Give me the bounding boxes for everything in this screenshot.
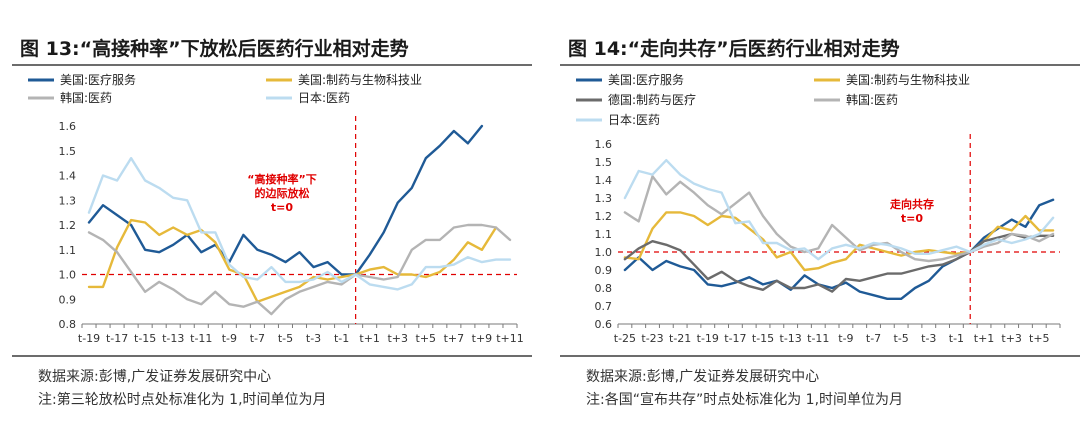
x-tick-label: t-13 [162, 332, 184, 345]
x-tick-label: t-1 [334, 332, 349, 345]
x-tick-label: t-1 [949, 332, 964, 345]
y-tick-label: 1.2 [595, 210, 613, 223]
x-tick-label: t-17 [106, 332, 128, 345]
y-tick-label: 1.1 [59, 244, 77, 257]
y-tick-label: 1.0 [59, 269, 77, 282]
y-tick-label: 1.2 [59, 219, 77, 232]
x-tick-label: t+3 [387, 332, 408, 345]
y-tick-label: 1.6 [595, 138, 613, 151]
series-line [87, 223, 512, 316]
event-annotation: t=0 [271, 201, 293, 214]
footer-rule [560, 355, 1080, 357]
legend-label: 美国:制药与生物科技业 [298, 73, 422, 87]
line-chart: 0.6 0.7 0.8 0.9 1.0 1.1 1.2 1.3 1.4 1.5 1.6 t-25 t-2… [576, 72, 1061, 345]
chart-note: 注:各国“宣布共存”时点处标准化为 1,时间单位为月 [586, 392, 904, 408]
event-annotation: t=0 [901, 212, 923, 225]
y-tick-label: 1.3 [59, 194, 77, 207]
legend-label: 德国:制药与医疗 [608, 92, 696, 107]
x-tick-label: t-7 [866, 332, 881, 345]
x-tick-label: t-7 [250, 332, 265, 345]
x-tick-label: t-9 [838, 332, 853, 345]
x-tick-label: t-17 [724, 332, 746, 345]
legend-label: 美国:制药与生物科技业 [846, 73, 970, 87]
legend-label: 日本:医药 [608, 113, 660, 127]
y-tick-label: 0.8 [59, 318, 77, 331]
data-source: 数据来源:彭博,广发证券发展研究中心 [38, 369, 272, 385]
x-tick-label: t+7 [444, 332, 465, 345]
x-tick-label: t-19 [697, 332, 719, 345]
y-tick-label: 1.0 [595, 246, 613, 259]
chart-note: 注:第三轮放松时点处标准化为 1,时间单位为月 [38, 392, 327, 408]
event-annotation: 走向共存 [889, 197, 934, 211]
y-tick-label: 1.5 [595, 156, 613, 169]
line-chart: 0.8 0.9 1.0 1.1 1.2 1.3 1.4 1.5 1.6 t-19 t-17 t-15 t… [28, 72, 524, 345]
x-tick-label: t+5 [1029, 332, 1050, 345]
title-rule [12, 64, 532, 66]
x-tick-label: t+1 [974, 332, 995, 345]
x-tick-label: t-3 [921, 332, 936, 345]
y-tick-label: 0.8 [595, 282, 613, 295]
x-tick-label: t-15 [134, 332, 156, 345]
x-tick-label: t-3 [306, 332, 321, 345]
y-tick-label: 1.6 [59, 120, 77, 133]
legend-label: 美国:医疗服务 [60, 72, 136, 87]
x-tick-label: t+5 [416, 332, 437, 345]
chart-panel-right: 图 14:“走向共存”后医药行业相对走势 0.6 0.7 0.8 0.9 1.0 1.1 1… [560, 0, 1080, 432]
y-tick-label: 0.9 [595, 264, 613, 277]
x-tick-label: t-11 [190, 332, 212, 345]
y-tick-label: 0.9 [59, 293, 77, 306]
y-tick-label: 0.6 [595, 318, 613, 331]
x-tick-label: t-13 [780, 332, 802, 345]
y-tick-label: 1.4 [59, 170, 77, 183]
series-line [623, 211, 1055, 272]
event-annotation: “高接种率”下 [247, 172, 316, 186]
x-tick-label: t-25 [614, 332, 636, 345]
x-tick-label: t+3 [1001, 332, 1022, 345]
y-tick-label: 1.5 [59, 145, 77, 158]
x-tick-label: t-5 [894, 332, 909, 345]
x-tick-label: t-9 [222, 332, 237, 345]
y-tick-label: 1.3 [595, 192, 613, 205]
chart-title: 图 13:“高接种率”下放松后医药行业相对走势 [20, 38, 409, 60]
data-source: 数据来源:彭博,广发证券发展研究中心 [586, 369, 820, 385]
chart-title: 图 14:“走向共存”后医药行业相对走势 [568, 38, 900, 60]
x-tick-label: t-11 [807, 332, 829, 345]
x-tick-label: t-19 [78, 332, 100, 345]
x-tick-label: t+1 [359, 332, 380, 345]
event-annotation: 的边际放松 [255, 186, 310, 200]
x-tick-label: t+11 [496, 332, 524, 345]
y-tick-label: 1.4 [595, 174, 613, 187]
series-line [623, 159, 1055, 261]
series-line [623, 175, 1055, 263]
x-tick-label: t-15 [752, 332, 774, 345]
legend-label: 韩国:医药 [846, 92, 898, 107]
series-line [623, 232, 1055, 293]
series-line [87, 157, 512, 291]
legend-label: 韩国:医药 [60, 90, 112, 105]
series-line [87, 124, 484, 276]
legend-label: 日本:医药 [298, 91, 350, 105]
y-tick-label: 0.7 [595, 300, 613, 313]
title-rule [560, 64, 1080, 66]
x-tick-label: t-23 [641, 332, 663, 345]
legend-label: 美国:医疗服务 [608, 72, 684, 87]
footer-rule [12, 355, 532, 357]
y-tick-label: 1.1 [595, 228, 613, 241]
x-tick-label: t-5 [278, 332, 293, 345]
x-tick-label: t-21 [669, 332, 691, 345]
chart-panel-left: 图 13:“高接种率”下放松后医药行业相对走势 0.8 0.9 1.0 1.1 1.2 1… [12, 0, 532, 432]
series-line [87, 218, 498, 303]
x-tick-label: t+9 [472, 332, 493, 345]
